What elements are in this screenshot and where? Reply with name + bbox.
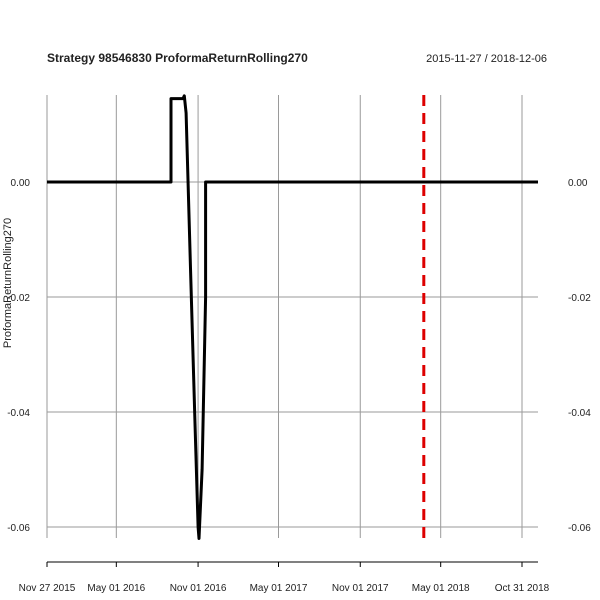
- y-tick-label-left: -0.04: [7, 408, 30, 419]
- y-tick-label-right: -0.04: [568, 408, 591, 419]
- x-tick-label: Nov 27 2015: [19, 583, 76, 594]
- y-tick-label-left: 0.00: [11, 178, 31, 189]
- date-range-label: 2015-11-27 / 2018-12-06: [426, 53, 547, 65]
- grid: [46, 95, 538, 538]
- y-tick-label-right: 0.00: [568, 178, 588, 189]
- x-tick-label: May 01 2016: [87, 583, 145, 594]
- series-layer: [47, 94, 538, 540]
- y-tick-label-left: -0.06: [7, 523, 30, 534]
- y-tick-label-left: -0.02: [7, 293, 30, 304]
- series-line: [47, 94, 538, 540]
- x-tick-label: May 01 2017: [250, 583, 308, 594]
- y-axis-label: ProformaReturnRolling270: [2, 218, 14, 348]
- axes: Nov 27 2015 May 01 2016 Nov 01 2016 May 01 …: [7, 178, 591, 594]
- x-tick-label: Oct 31 2018: [495, 583, 550, 594]
- x-tick-label: May 01 2018: [412, 583, 470, 594]
- chart-title: Strategy 98546830 ProformaReturnRolling2…: [47, 51, 308, 65]
- y-tick-label-right: -0.06: [568, 523, 591, 534]
- y-tick-label-right: -0.02: [568, 293, 591, 304]
- x-tick-label: Nov 01 2016: [170, 583, 227, 594]
- x-tick-label: Nov 01 2017: [332, 583, 389, 594]
